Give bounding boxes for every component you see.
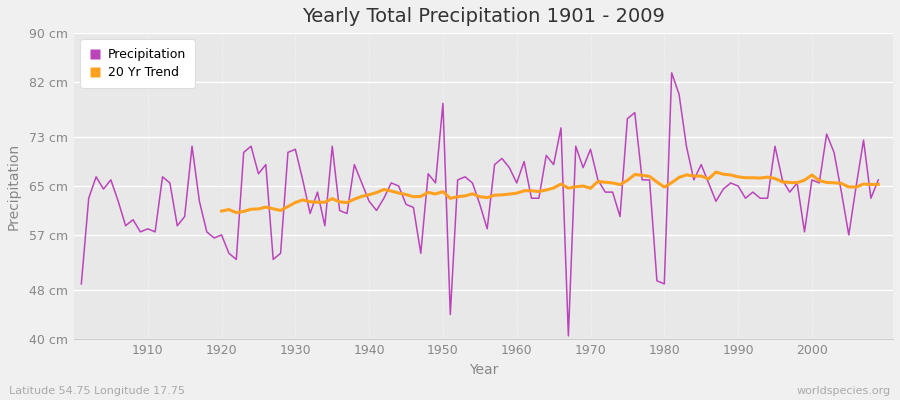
Title: Yearly Total Precipitation 1901 - 2009: Yearly Total Precipitation 1901 - 2009: [302, 7, 665, 26]
Y-axis label: Precipitation: Precipitation: [7, 142, 21, 230]
Text: Latitude 54.75 Longitude 17.75: Latitude 54.75 Longitude 17.75: [9, 386, 185, 396]
Legend: Precipitation, 20 Yr Trend: Precipitation, 20 Yr Trend: [80, 39, 194, 88]
X-axis label: Year: Year: [469, 363, 499, 377]
Text: worldspecies.org: worldspecies.org: [796, 386, 891, 396]
